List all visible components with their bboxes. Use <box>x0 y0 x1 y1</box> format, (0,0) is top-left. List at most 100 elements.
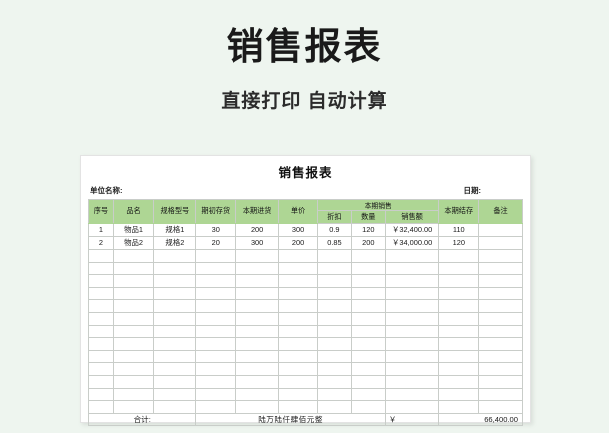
cell-discount[interactable]: 0.9 <box>316 222 352 237</box>
cell-empty[interactable] <box>235 374 280 389</box>
cell-unit-price[interactable]: 200 <box>278 235 318 250</box>
cell-empty[interactable] <box>112 324 155 339</box>
cell-end-stock[interactable]: 120 <box>438 235 480 250</box>
cell-empty[interactable] <box>316 299 352 313</box>
cell-empty[interactable] <box>153 248 197 263</box>
cell-empty[interactable] <box>350 324 386 339</box>
cell-empty[interactable] <box>153 286 197 301</box>
cell-empty[interactable] <box>195 311 237 326</box>
cell-empty[interactable] <box>438 362 480 376</box>
cell-empty[interactable] <box>195 261 237 276</box>
cell-empty[interactable] <box>153 337 197 351</box>
cell-empty[interactable] <box>278 311 318 326</box>
cell-empty[interactable] <box>88 299 114 313</box>
cell-empty[interactable] <box>235 274 280 288</box>
cell-empty[interactable] <box>384 311 440 326</box>
cell-empty[interactable] <box>235 286 280 301</box>
cell-empty[interactable] <box>278 387 318 402</box>
cell-empty[interactable] <box>112 248 155 263</box>
cell-empty[interactable] <box>438 374 480 389</box>
cell-spec[interactable]: 规格1 <box>153 222 197 237</box>
cell-empty[interactable] <box>112 387 155 402</box>
cell-empty[interactable] <box>316 261 352 276</box>
cell-empty[interactable] <box>153 387 197 402</box>
cell-empty[interactable] <box>235 400 280 414</box>
cell-empty[interactable] <box>384 324 440 339</box>
cell-empty[interactable] <box>478 400 523 414</box>
cell-empty[interactable] <box>195 286 237 301</box>
cell-empty[interactable] <box>350 299 386 313</box>
cell-note[interactable] <box>478 235 523 250</box>
cell-empty[interactable] <box>88 400 114 414</box>
cell-empty[interactable] <box>438 349 480 364</box>
cell-empty[interactable] <box>278 248 318 263</box>
cell-empty[interactable] <box>350 286 386 301</box>
cell-empty[interactable] <box>478 349 523 364</box>
cell-empty[interactable] <box>478 261 523 276</box>
cell-empty[interactable] <box>278 286 318 301</box>
cell-empty[interactable] <box>88 286 114 301</box>
cell-empty[interactable] <box>235 324 280 339</box>
cell-empty[interactable] <box>350 349 386 364</box>
cell-empty[interactable] <box>112 261 155 276</box>
cell-empty[interactable] <box>235 349 280 364</box>
cell-empty[interactable] <box>350 248 386 263</box>
cell-quantity[interactable]: 200 <box>350 235 386 250</box>
cell-empty[interactable] <box>316 374 352 389</box>
cell-name[interactable]: 物品2 <box>112 235 155 250</box>
cell-empty[interactable] <box>384 286 440 301</box>
cell-empty[interactable] <box>153 362 197 376</box>
cell-empty[interactable] <box>350 400 386 414</box>
cell-empty[interactable] <box>438 286 480 301</box>
cell-spec[interactable]: 规格2 <box>153 235 197 250</box>
cell-name[interactable]: 物品1 <box>112 222 155 237</box>
cell-empty[interactable] <box>478 337 523 351</box>
cell-quantity[interactable]: 120 <box>350 222 386 237</box>
cell-empty[interactable] <box>384 337 440 351</box>
cell-empty[interactable] <box>384 374 440 389</box>
cell-empty[interactable] <box>195 299 237 313</box>
cell-empty[interactable] <box>235 387 280 402</box>
cell-empty[interactable] <box>153 274 197 288</box>
cell-empty[interactable] <box>384 274 440 288</box>
cell-empty[interactable] <box>278 362 318 376</box>
cell-empty[interactable] <box>384 362 440 376</box>
cell-empty[interactable] <box>153 261 197 276</box>
cell-empty[interactable] <box>112 311 155 326</box>
cell-empty[interactable] <box>438 261 480 276</box>
cell-empty[interactable] <box>478 324 523 339</box>
cell-seq[interactable]: 1 <box>88 222 114 237</box>
cell-empty[interactable] <box>88 248 114 263</box>
cell-empty[interactable] <box>195 374 237 389</box>
cell-empty[interactable] <box>153 311 197 326</box>
cell-empty[interactable] <box>478 286 523 301</box>
cell-empty[interactable] <box>88 337 114 351</box>
cell-empty[interactable] <box>235 337 280 351</box>
cell-empty[interactable] <box>153 299 197 313</box>
cell-empty[interactable] <box>235 248 280 263</box>
cell-empty[interactable] <box>195 337 237 351</box>
cell-empty[interactable] <box>112 274 155 288</box>
cell-empty[interactable] <box>350 374 386 389</box>
cell-empty[interactable] <box>438 400 480 414</box>
cell-sales-amount[interactable]: ￥34,000.00 <box>384 235 440 250</box>
cell-empty[interactable] <box>350 337 386 351</box>
cell-empty[interactable] <box>88 274 114 288</box>
cell-empty[interactable] <box>88 324 114 339</box>
cell-purchase[interactable]: 300 <box>235 235 280 250</box>
cell-empty[interactable] <box>112 362 155 376</box>
cell-empty[interactable] <box>235 261 280 276</box>
cell-empty[interactable] <box>88 374 114 389</box>
cell-empty[interactable] <box>88 311 114 326</box>
cell-empty[interactable] <box>478 248 523 263</box>
cell-empty[interactable] <box>350 311 386 326</box>
cell-empty[interactable] <box>438 274 480 288</box>
cell-empty[interactable] <box>112 286 155 301</box>
cell-empty[interactable] <box>384 248 440 263</box>
cell-empty[interactable] <box>438 248 480 263</box>
cell-discount[interactable]: 0.85 <box>316 235 352 250</box>
cell-empty[interactable] <box>478 387 523 402</box>
cell-empty[interactable] <box>195 274 237 288</box>
cell-empty[interactable] <box>112 374 155 389</box>
cell-empty[interactable] <box>112 400 155 414</box>
